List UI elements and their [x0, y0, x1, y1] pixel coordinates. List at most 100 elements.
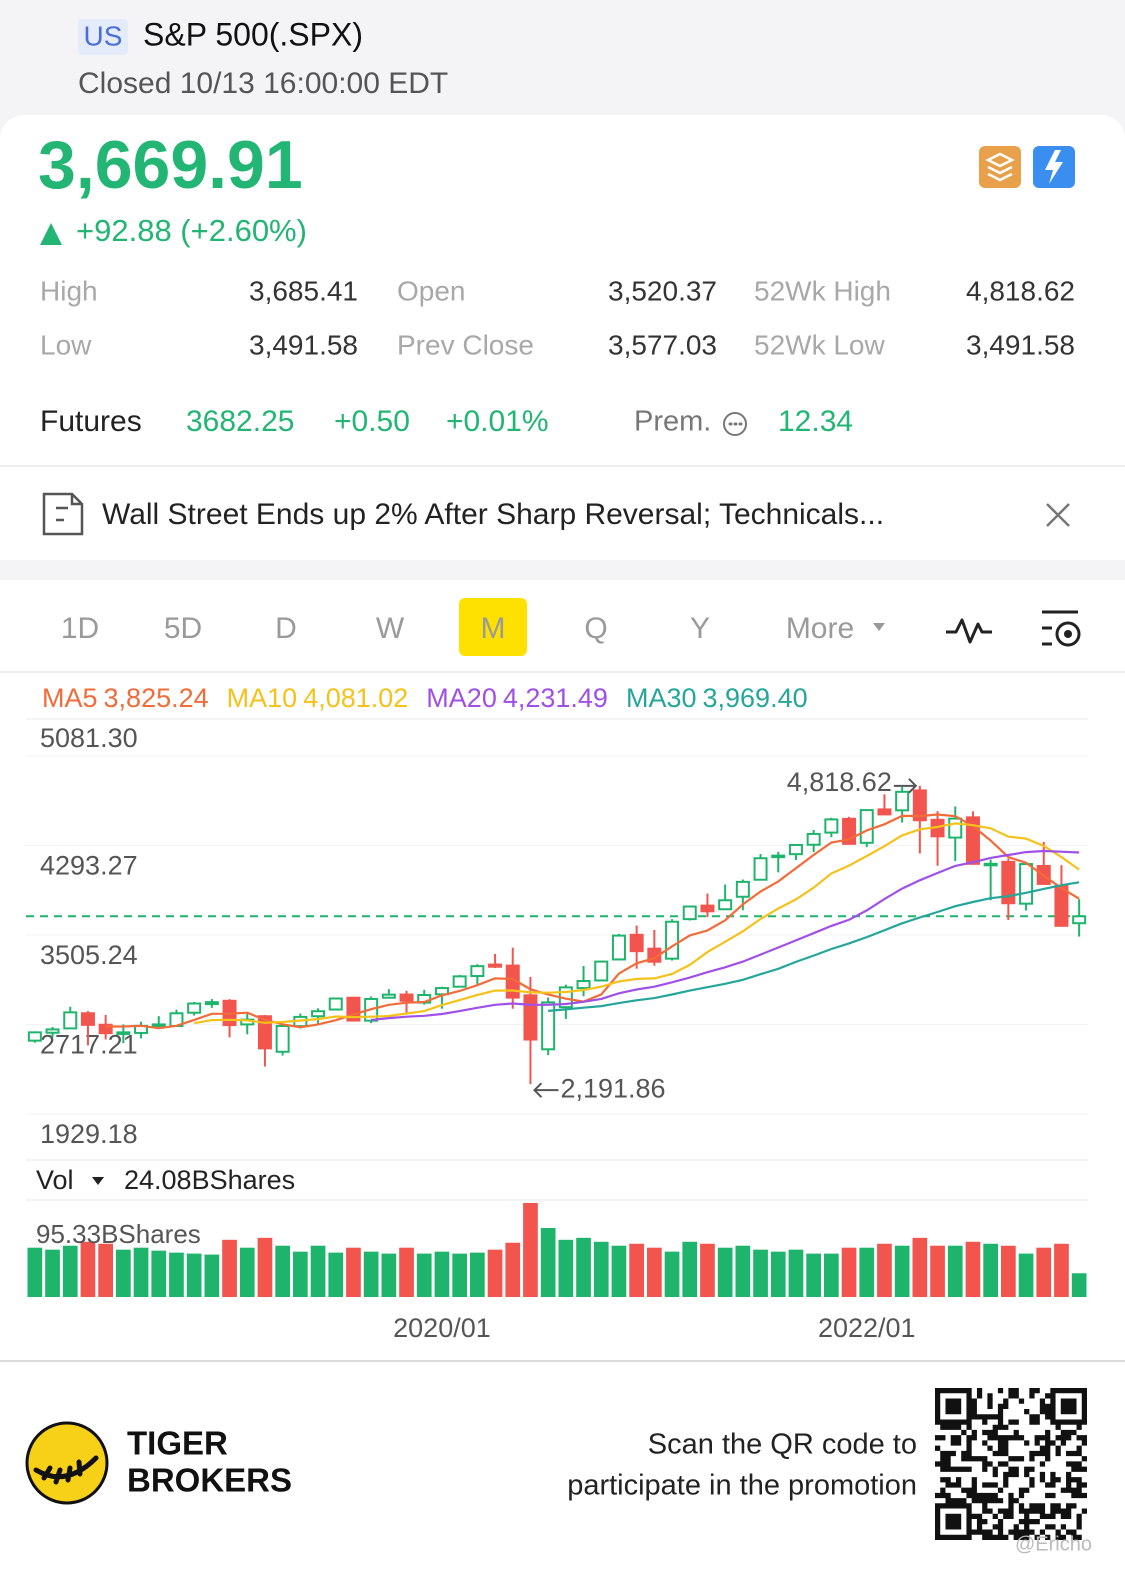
candle-body	[682, 905, 697, 921]
volume-bar	[452, 1253, 467, 1297]
volume-bar	[629, 1243, 644, 1297]
candle-body	[523, 994, 538, 1041]
period-tabs: 1D 5D D W M Q Y More	[61, 598, 885, 656]
status: Closed 10/13 16:00:00 EDT	[78, 67, 448, 100]
change: +92.88 (+2.60%)	[76, 213, 307, 248]
volume-bar	[346, 1247, 361, 1297]
period-tab[interactable]: Q	[584, 612, 607, 645]
period-tab[interactable]: Y	[690, 612, 710, 645]
stat-value: 3,577.03	[608, 329, 717, 360]
legend-name: MA10	[227, 683, 298, 713]
volume-bar	[151, 1250, 167, 1297]
annotation-arrow	[533, 1082, 559, 1098]
legend-name: MA20	[426, 683, 497, 713]
prem-info-icon[interactable]	[723, 412, 747, 436]
volume-bar	[204, 1254, 220, 1297]
legend-name: MA5	[42, 683, 98, 713]
candle-body	[895, 790, 910, 812]
candle-body	[948, 817, 963, 839]
volume-dropdown[interactable]	[92, 1177, 104, 1185]
candle-body	[311, 1010, 326, 1018]
volume-bar	[257, 1237, 273, 1297]
indicator-icon[interactable]	[946, 618, 992, 644]
brand: TIGER	[127, 1425, 228, 1462]
volume-bar	[1071, 1273, 1087, 1297]
stat-value: 3,491.58	[966, 329, 1075, 360]
news-icon	[42, 492, 84, 536]
volume-bar	[947, 1245, 963, 1297]
volume-bar	[275, 1245, 290, 1297]
y-tick-label: 5081.30	[40, 723, 138, 753]
volume-bar	[1001, 1245, 1016, 1297]
volume-bar	[98, 1243, 113, 1297]
tiger-logo-mark	[33, 1455, 99, 1485]
y-tick-label: 3505.24	[40, 940, 138, 970]
volume-bar	[328, 1252, 344, 1297]
candle-body	[753, 857, 768, 881]
candle-body	[859, 809, 874, 844]
title: S&P 500(.SPX)	[143, 16, 363, 52]
candle-body	[629, 933, 644, 953]
volume-bar	[735, 1245, 751, 1297]
stat-label: High	[40, 275, 98, 306]
futures-price: 3682.25	[186, 405, 294, 438]
tiger-logo	[25, 1421, 109, 1505]
volume-label: Vol	[36, 1165, 74, 1195]
stat-label: 52Wk High	[754, 275, 891, 306]
volume-bar	[116, 1249, 131, 1297]
volume-bar	[682, 1241, 698, 1297]
volume-bar	[399, 1247, 414, 1297]
period-tab[interactable]: 1D	[61, 612, 99, 645]
x-tick-label: 2022/01	[818, 1313, 916, 1343]
period-tab[interactable]: W	[376, 612, 405, 645]
volume-bar	[186, 1253, 202, 1297]
settings-icon-dot	[1064, 630, 1072, 638]
volume-bar	[647, 1247, 662, 1297]
close-news[interactable]	[1046, 503, 1070, 527]
stat-value: 4,818.62	[966, 275, 1075, 306]
stat-label: 52Wk Low	[754, 329, 885, 360]
volume-bar	[80, 1241, 96, 1297]
y-tick-label: 1929.18	[40, 1119, 138, 1149]
volume-bar	[788, 1249, 804, 1297]
more-dropdown	[873, 623, 885, 631]
quote-card-body	[0, 140, 1125, 560]
period-tab[interactable]: More	[786, 612, 854, 645]
candle-body	[1054, 884, 1069, 927]
candle-body	[45, 1028, 60, 1034]
volume-bar	[912, 1237, 928, 1297]
candle-body	[98, 1023, 113, 1035]
promo: Scan the QR code to	[648, 1429, 917, 1461]
volume-bar	[523, 1203, 538, 1297]
icon-flash-glyph	[1045, 150, 1063, 184]
volume-bar	[27, 1247, 43, 1297]
volume-bar	[753, 1249, 768, 1297]
volume-bar	[133, 1247, 149, 1297]
candle-body	[912, 789, 927, 822]
volume-bar	[416, 1253, 432, 1297]
news-headline[interactable]: Wall Street Ends up 2% After Sharp Rever…	[102, 498, 884, 531]
qr-modules	[935, 1388, 1087, 1540]
volume-bar	[841, 1247, 857, 1297]
volume-bar	[169, 1252, 184, 1297]
candle-body	[328, 997, 343, 1011]
legend-value: 3,969.40	[703, 683, 808, 713]
futures-change: +0.50	[334, 405, 410, 438]
ma-line	[105, 813, 1080, 1030]
candle-body	[116, 1031, 131, 1035]
candle-body	[80, 1012, 95, 1026]
period-tab[interactable]: D	[275, 612, 297, 645]
volume-bar	[363, 1251, 379, 1297]
volume-current: 24.08BShares	[124, 1165, 295, 1195]
period-tab[interactable]: M	[481, 612, 506, 645]
candle-body	[576, 980, 591, 990]
volume-bar	[62, 1245, 78, 1297]
volume-bar	[700, 1243, 715, 1297]
volume-bar	[770, 1251, 786, 1297]
active-tab-bg	[459, 598, 527, 656]
prem-value: 12.34	[778, 405, 853, 438]
stat-label: Open	[397, 275, 466, 306]
period-tab[interactable]: 5D	[164, 612, 202, 645]
icon-level-glyph	[985, 152, 1015, 182]
settings-icon[interactable]	[1042, 610, 1078, 646]
